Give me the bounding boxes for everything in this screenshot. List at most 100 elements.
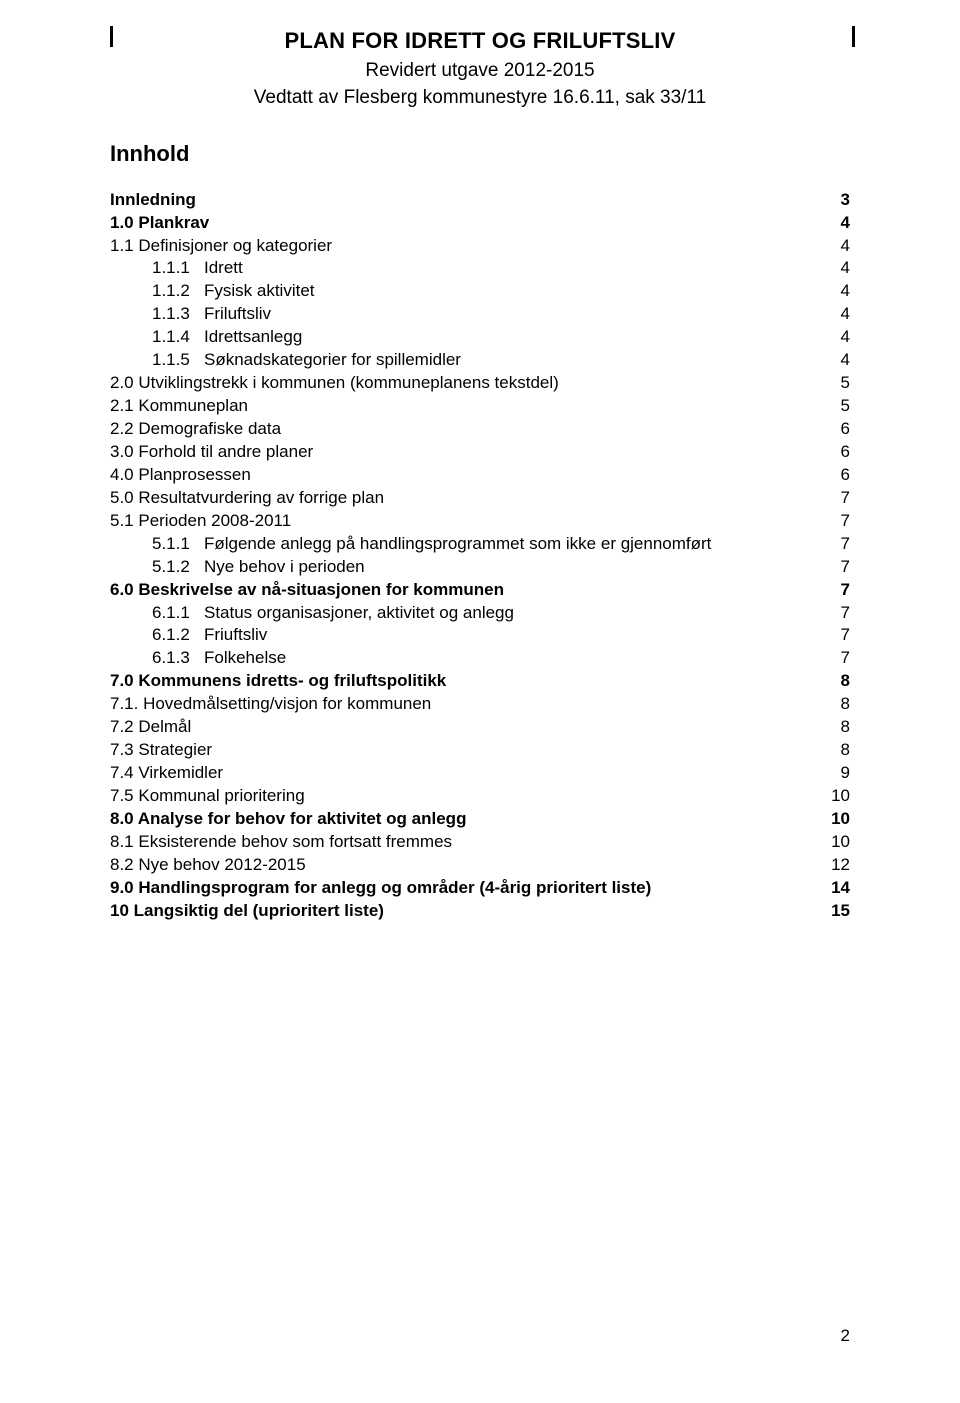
toc-page: 14: [831, 877, 850, 900]
toc-row: 6.1.2 Friuftsliv 7: [110, 624, 850, 647]
toc-row: 1.1.5 Søknadskategorier for spillemidler…: [110, 349, 850, 372]
toc-label: 6.0 Beskrivelse av nå-situasjonen for ko…: [110, 579, 504, 602]
toc-row: 1.0 Plankrav 4: [110, 212, 850, 235]
toc-page: 7: [841, 602, 850, 625]
toc-row: 2.1 Kommuneplan 5: [110, 395, 850, 418]
toc-row: 7.5 Kommunal prioritering 10: [110, 785, 850, 808]
toc-page: 7: [841, 533, 850, 556]
text-cursor-right: [852, 26, 855, 47]
toc-label: 8.0 Analyse for behov for aktivitet og a…: [110, 808, 466, 831]
toc-page: 4: [841, 235, 850, 258]
toc-label: 1.0 Plankrav: [110, 212, 209, 235]
toc-label: 6.1.1 Status organisasjoner, aktivitet o…: [152, 602, 514, 625]
toc-label: 1.1.4 Idrettsanlegg: [152, 326, 302, 349]
toc-label: 1.1.2 Fysisk aktivitet: [152, 280, 315, 303]
toc-row: 1.1.2 Fysisk aktivitet 4: [110, 280, 850, 303]
toc-label: 1.1.5 Søknadskategorier for spillemidler: [152, 349, 461, 372]
toc-row: 8.2 Nye behov 2012-2015 12: [110, 854, 850, 877]
toc-page: 10: [831, 785, 850, 808]
title-block: PLAN FOR IDRETT OG FRILUFTSLIV Revidert …: [110, 26, 850, 111]
toc-page: 4: [841, 349, 850, 372]
toc-page: 7: [841, 647, 850, 670]
toc-page: 4: [841, 212, 850, 235]
toc-page: 7: [841, 510, 850, 533]
toc-label: 8.1 Eksisterende behov som fortsatt frem…: [110, 831, 452, 854]
toc-label: 7.0 Kommunens idretts- og friluftspoliti…: [110, 670, 446, 693]
title-sub1: Revidert utgave 2012-2015: [110, 58, 850, 84]
page-number: 2: [841, 1325, 850, 1348]
toc-row: 7.1. Hovedmålsetting/visjon for kommunen…: [110, 693, 850, 716]
text-cursor-left: [110, 26, 113, 47]
toc-page: 7: [841, 487, 850, 510]
toc-row: 7.0 Kommunens idretts- og friluftspoliti…: [110, 670, 850, 693]
toc-row: Innledning3: [110, 189, 850, 212]
toc-page: 6: [841, 441, 850, 464]
toc-page: 5: [841, 395, 850, 418]
toc-page: 9: [841, 762, 850, 785]
toc-label: 5.1.1 Følgende anlegg på handlingsprogra…: [152, 533, 711, 556]
toc-page: 7: [841, 624, 850, 647]
toc-page: 4: [841, 257, 850, 280]
toc-label: 2.2 Demografiske data: [110, 418, 281, 441]
toc-page: 15: [831, 900, 850, 923]
toc-label: 7.1. Hovedmålsetting/visjon for kommunen: [110, 693, 431, 716]
toc-row: 3.0 Forhold til andre planer 6: [110, 441, 850, 464]
toc-page: 4: [841, 280, 850, 303]
toc-page: 8: [841, 716, 850, 739]
toc-label: 7.4 Virkemidler: [110, 762, 223, 785]
toc-row: 1.1 Definisjoner og kategorier 4: [110, 235, 850, 258]
toc-page: 3: [841, 189, 850, 212]
toc-label: 7.3 Strategier: [110, 739, 212, 762]
toc-page: 5: [841, 372, 850, 395]
toc-label: 2.1 Kommuneplan: [110, 395, 248, 418]
toc-label: 5.1 Perioden 2008-2011: [110, 510, 291, 533]
toc-label: 2.0 Utviklingstrekk i kommunen (kommunep…: [110, 372, 559, 395]
toc-heading: Innhold: [110, 139, 850, 169]
toc-label: 1.1.3 Friluftsliv: [152, 303, 271, 326]
toc-row: 5.0 Resultatvurdering av forrige plan7: [110, 487, 850, 510]
document-page: PLAN FOR IDRETT OG FRILUFTSLIV Revidert …: [0, 0, 960, 1403]
toc-page: 8: [841, 670, 850, 693]
toc-row: 7.3 Strategier 8: [110, 739, 850, 762]
toc-row: 4.0 Planprosessen 6: [110, 464, 850, 487]
toc-page: 10: [831, 831, 850, 854]
toc-page: 6: [841, 418, 850, 441]
toc-row: 1.1.3 Friluftsliv 4: [110, 303, 850, 326]
toc-page: 8: [841, 739, 850, 762]
toc-page: 4: [841, 326, 850, 349]
toc-label: 6.1.3 Folkehelse: [152, 647, 286, 670]
toc-page: 8: [841, 693, 850, 716]
toc-row: 1.1.4 Idrettsanlegg 4: [110, 326, 850, 349]
toc-label: 8.2 Nye behov 2012-2015: [110, 854, 306, 877]
toc-row: 2.0 Utviklingstrekk i kommunen (kommunep…: [110, 372, 850, 395]
toc-page: 4: [841, 303, 850, 326]
toc-page: 6: [841, 464, 850, 487]
toc-container: Innledning31.0 Plankrav41.1 Definisjoner…: [110, 189, 850, 923]
toc-row: 8.1 Eksisterende behov som fortsatt frem…: [110, 831, 850, 854]
toc-row: 7.2 Delmål 8: [110, 716, 850, 739]
toc-row: 5.1 Perioden 2008-2011 7: [110, 510, 850, 533]
toc-row: 9.0 Handlingsprogram for anlegg og områd…: [110, 877, 850, 900]
toc-label: 5.1.2 Nye behov i perioden: [152, 556, 365, 579]
toc-label: 7.2 Delmål: [110, 716, 191, 739]
title-main: PLAN FOR IDRETT OG FRILUFTSLIV: [110, 26, 850, 56]
toc-label: 7.5 Kommunal prioritering: [110, 785, 305, 808]
toc-label: 9.0 Handlingsprogram for anlegg og områd…: [110, 877, 651, 900]
toc-label: 3.0 Forhold til andre planer: [110, 441, 313, 464]
toc-row: 5.1.1 Følgende anlegg på handlingsprogra…: [110, 533, 850, 556]
toc-label: 1.1 Definisjoner og kategorier: [110, 235, 332, 258]
toc-row: 10 Langsiktig del (uprioritert liste)15: [110, 900, 850, 923]
toc-label: 6.1.2 Friuftsliv: [152, 624, 267, 647]
title-sub2: Vedtatt av Flesberg kommunestyre 16.6.11…: [110, 85, 850, 111]
toc-row: 6.1.1 Status organisasjoner, aktivitet o…: [110, 602, 850, 625]
toc-row: 2.2 Demografiske data 6: [110, 418, 850, 441]
toc-label: 1.1.1 Idrett: [152, 257, 243, 280]
toc-row: 6.1.3 Folkehelse 7: [110, 647, 850, 670]
toc-label: 4.0 Planprosessen: [110, 464, 251, 487]
toc-page: 12: [831, 854, 850, 877]
toc-row: 1.1.1 Idrett 4: [110, 257, 850, 280]
toc-row: 6.0 Beskrivelse av nå-situasjonen for ko…: [110, 579, 850, 602]
toc-row: 8.0 Analyse for behov for aktivitet og a…: [110, 808, 850, 831]
toc-page: 10: [831, 808, 850, 831]
toc-row: 5.1.2 Nye behov i perioden7: [110, 556, 850, 579]
